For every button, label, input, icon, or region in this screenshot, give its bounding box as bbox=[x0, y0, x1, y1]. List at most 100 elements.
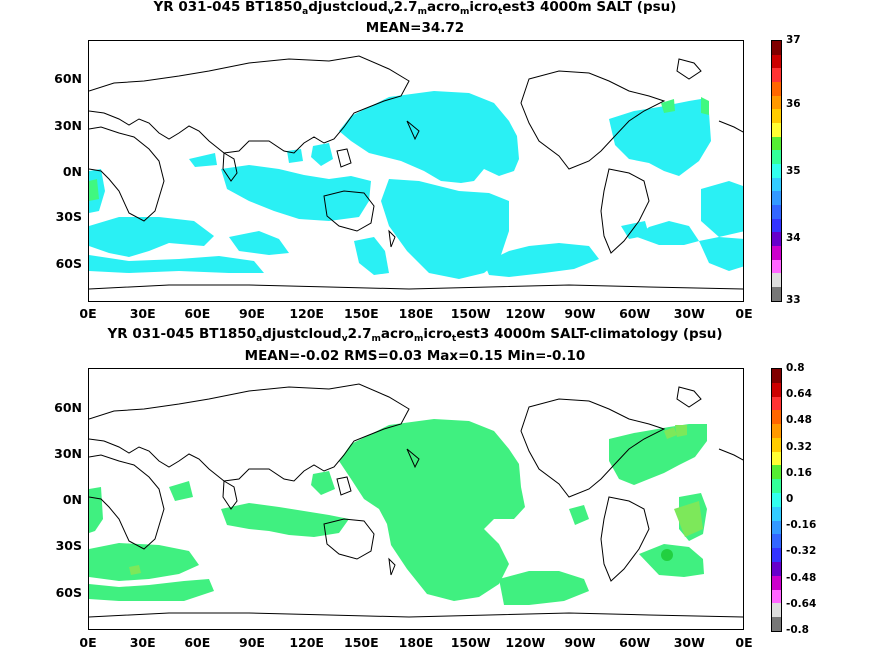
panel1-cbar-36: 36 bbox=[786, 98, 801, 110]
colorbar-segment bbox=[772, 479, 781, 494]
panel1-lon-label: 180E bbox=[398, 306, 434, 321]
panel2-lat-60n: 60N bbox=[54, 400, 82, 415]
panel1-lon-label: 30W bbox=[673, 306, 705, 321]
panel2-cbar-label: 0.64 bbox=[786, 388, 812, 401]
colorbar-segment bbox=[772, 410, 781, 425]
colorbar-segment bbox=[772, 109, 781, 124]
panel2-stats: MEAN=-0.02 RMS=0.03 Max=0.15 Min=-0.10 bbox=[244, 348, 586, 364]
colorbar-segment bbox=[772, 575, 781, 590]
panel2-lon-label: 90E bbox=[239, 635, 265, 650]
colorbar-segment bbox=[772, 617, 781, 631]
colorbar-segment bbox=[772, 164, 781, 178]
panel1-salinity-field bbox=[89, 91, 743, 279]
colorbar-segment bbox=[772, 506, 781, 521]
panel2-lon-label: 150E bbox=[344, 635, 379, 650]
panel2-lat-60s: 60S bbox=[55, 585, 82, 600]
panel1-map-svg bbox=[89, 55, 743, 290]
colorbar-segment bbox=[772, 369, 781, 383]
panel1-lon-label: 120E bbox=[289, 306, 324, 321]
panel1-lon-label: 30E bbox=[129, 306, 156, 321]
colorbar-segment bbox=[772, 561, 781, 576]
panel2-map-svg bbox=[89, 383, 743, 618]
colorbar-segment bbox=[772, 177, 781, 192]
colorbar-segment bbox=[772, 493, 781, 507]
panel1-lon-label: 90E bbox=[239, 306, 265, 321]
panel2-lon-label: 0E bbox=[79, 635, 97, 650]
colorbar-segment bbox=[772, 150, 781, 165]
colorbar-segment bbox=[772, 548, 781, 562]
panel1-cbar-37: 37 bbox=[786, 34, 801, 46]
panel2-cbar-label: -0.32 bbox=[786, 545, 817, 558]
colorbar-segment bbox=[772, 123, 781, 137]
colorbar-segment bbox=[772, 451, 781, 466]
colorbar-segment bbox=[772, 589, 781, 604]
colorbar-segment bbox=[772, 437, 781, 452]
panel1-cbar-35: 35 bbox=[786, 165, 801, 177]
colorbar-segment bbox=[772, 396, 781, 411]
panel1-colorbar bbox=[771, 40, 782, 302]
panel2-cbar-label: 0 bbox=[786, 493, 794, 505]
panel1-lon-label: 60E bbox=[184, 306, 211, 321]
colorbar-segment bbox=[772, 68, 781, 83]
colorbar-segment bbox=[772, 191, 781, 206]
panel1-lon-label: 60W bbox=[619, 306, 651, 321]
colorbar-segment bbox=[772, 534, 781, 549]
panel2-cbar-label: -0.48 bbox=[786, 571, 817, 584]
panel2-anomaly-field bbox=[89, 419, 707, 605]
panel1-lon-label: 90W bbox=[564, 306, 596, 321]
panel2-cbar-label: -0.64 bbox=[786, 597, 817, 610]
panel1-lon-label: 150E bbox=[344, 306, 379, 321]
panel1-map bbox=[88, 40, 744, 302]
colorbar-segment bbox=[772, 95, 781, 110]
panel1-lat-30n: 30N bbox=[54, 118, 82, 133]
panel1-lon-label: 120W bbox=[505, 306, 546, 321]
panel2-cbar-label: 0.48 bbox=[786, 414, 812, 427]
panel1-stats: MEAN=34.72 bbox=[365, 20, 465, 36]
panel2-lon-label: 90W bbox=[564, 635, 596, 650]
panel1-coastlines bbox=[89, 55, 743, 290]
colorbar-segment bbox=[772, 382, 781, 397]
panel2-coastlines bbox=[89, 383, 743, 618]
panel2-map bbox=[88, 368, 744, 630]
panel2-lon-label: 120E bbox=[289, 635, 324, 650]
colorbar-segment bbox=[772, 82, 781, 96]
colorbar-segment bbox=[772, 205, 781, 219]
panel2-cbar-label: 0.16 bbox=[786, 466, 812, 479]
panel1-title: YR 031-045 BT1850adjustcloudv2.7macromic… bbox=[153, 0, 677, 17]
colorbar-segment bbox=[772, 54, 781, 69]
colorbar-segment bbox=[772, 465, 781, 480]
panel2-colorbar bbox=[771, 368, 782, 632]
panel1-cbar-34: 34 bbox=[786, 232, 801, 244]
panel2-lat-0n: 0N bbox=[62, 492, 82, 507]
colorbar-segment bbox=[772, 246, 781, 260]
colorbar-segment bbox=[772, 41, 781, 55]
colorbar-segment bbox=[772, 603, 781, 618]
panel2-lat-30n: 30N bbox=[54, 446, 82, 461]
panel2-title: YR 031-045 BT1850adjustcloudv2.7macromic… bbox=[107, 326, 723, 344]
panel1-lat-60n: 60N bbox=[54, 71, 82, 86]
panel2-lon-label: 180E bbox=[398, 635, 434, 650]
panel1-cbar-33: 33 bbox=[786, 294, 801, 306]
panel1-lon-label: 150W bbox=[450, 306, 491, 321]
panel2-lon-label: 120W bbox=[505, 635, 546, 650]
panel2-lat-30s: 30S bbox=[55, 538, 82, 553]
panel2-lon-label: 150W bbox=[450, 635, 491, 650]
panel2-lon-label: 0E bbox=[735, 635, 753, 650]
colorbar-segment bbox=[772, 232, 781, 247]
colorbar-segment bbox=[772, 259, 781, 274]
panel2-lon-label: 60E bbox=[184, 635, 211, 650]
panel2-lon-label: 30W bbox=[673, 635, 705, 650]
panel2-cbar-label: -0.8 bbox=[786, 624, 809, 636]
panel2-cbar-label: 0.32 bbox=[786, 440, 812, 453]
panel2-cbar-label: -0.16 bbox=[786, 519, 817, 532]
panel2-lon-label: 30E bbox=[129, 635, 156, 650]
colorbar-segment bbox=[772, 218, 781, 233]
panel1-lat-0n: 0N bbox=[62, 164, 82, 179]
panel2-lon-label: 60W bbox=[619, 635, 651, 650]
colorbar-segment bbox=[772, 287, 781, 301]
panel1-lat-60s: 60S bbox=[55, 256, 82, 271]
panel2-cbar-label: 0.8 bbox=[786, 362, 805, 374]
panel1-lon-label: 0E bbox=[79, 306, 97, 321]
colorbar-segment bbox=[772, 273, 781, 288]
colorbar-segment bbox=[772, 136, 781, 151]
